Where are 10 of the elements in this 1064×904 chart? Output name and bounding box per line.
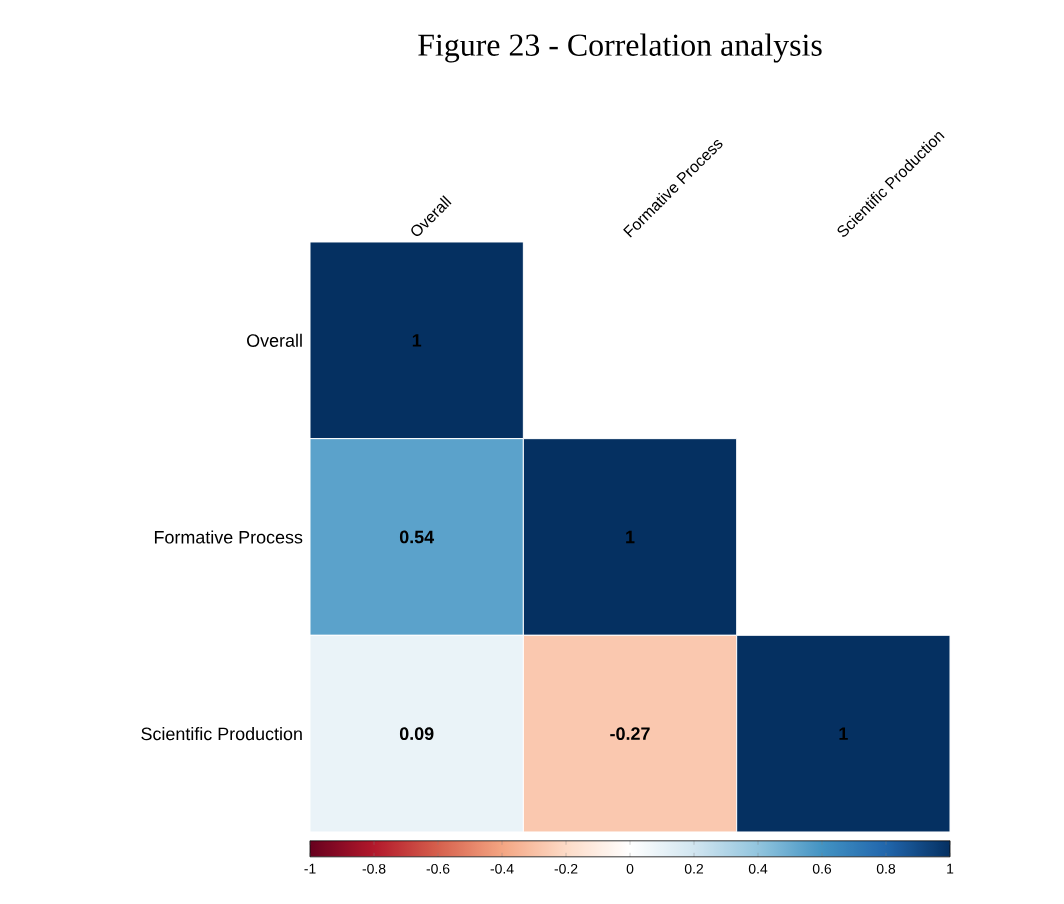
chart-title: Figure 23 - Correlation analysis: [418, 33, 822, 63]
data-label: 1: [626, 530, 635, 544]
data-label: 1: [412, 334, 422, 347]
y-tick-label: Overall: [247, 333, 302, 347]
data-label: 1: [839, 727, 848, 740]
data-label: 0.54: [399, 530, 435, 544]
data-label: -0.27: [610, 727, 650, 741]
y-tick-label: Scientific Production: [141, 727, 302, 741]
data-label: 0.09: [399, 727, 434, 741]
y-tick-label: Formative Process: [154, 530, 303, 544]
